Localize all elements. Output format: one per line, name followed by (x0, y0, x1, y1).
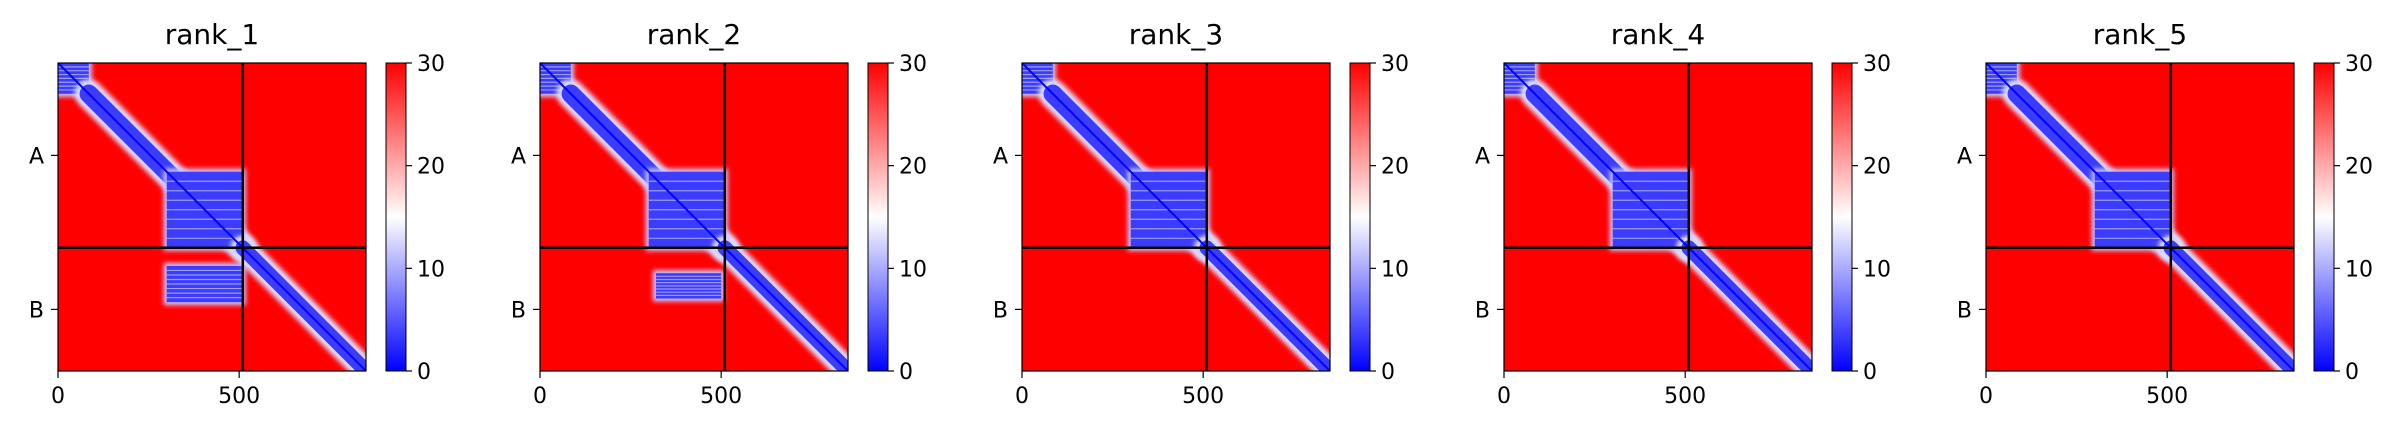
colorbar-tick-label: 30 (1863, 52, 1891, 77)
y-tick-label: A (1475, 144, 1490, 169)
colorbar-tick-label: 20 (899, 155, 927, 180)
colorbar (868, 63, 888, 371)
panel-rank_1: rank_1 0 500 A B 0 10 20 30 (29, 18, 445, 409)
colorbar (2314, 63, 2334, 371)
x-tick-label: 0 (533, 384, 547, 409)
colorbar-frame (2313, 62, 2335, 372)
colorbar-tick-label: 0 (1381, 360, 1395, 385)
y-tick-label: B (1957, 298, 1972, 323)
y-tick-label: A (1957, 144, 1972, 169)
colorbar-tick-label: 0 (2345, 360, 2359, 385)
y-tick-label: A (993, 144, 1008, 169)
colorbar-frame (1349, 62, 1371, 372)
x-tick-label: 500 (700, 384, 742, 409)
y-tick-label: A (29, 144, 44, 169)
panel-title: rank_4 (1611, 18, 1705, 51)
heatmap-cells (58, 63, 366, 371)
colorbar-tick-label: 30 (899, 52, 927, 77)
heatmap-cells (540, 63, 848, 371)
plot-frame (1985, 62, 2295, 372)
panel-rank_5: rank_5 0 500 A B 0 10 20 30 (1957, 18, 2373, 409)
colorbar-tick-label: 10 (417, 257, 445, 282)
x-tick-label: 500 (1664, 384, 1706, 409)
x-tick-label: 500 (1182, 384, 1224, 409)
colorbar-tick-label: 30 (417, 52, 445, 77)
panel-rank_2: rank_2 0 500 A B 0 10 20 30 (511, 18, 927, 409)
colorbar-frame (385, 62, 407, 372)
plot-frame (539, 62, 849, 372)
panel-title: rank_5 (2093, 18, 2187, 51)
heatmap-cells (1986, 63, 2294, 371)
y-tick-label: B (511, 298, 526, 323)
heatmap-cells (1504, 63, 1812, 371)
colorbar-tick-label: 10 (899, 257, 927, 282)
y-tick-label: B (1475, 298, 1490, 323)
colorbar-tick-label: 20 (2345, 155, 2373, 180)
colorbar (1832, 63, 1852, 371)
plot-frame (1503, 62, 1813, 372)
panel-title: rank_1 (165, 18, 259, 51)
heatmap-self-diagonal (1504, 63, 1812, 371)
colorbar-tick-label: 0 (899, 360, 913, 385)
colorbar-tick-label: 0 (1863, 360, 1877, 385)
plot-frame (1021, 62, 1331, 372)
panel-title: rank_3 (1129, 18, 1223, 51)
panel-rank_3: rank_3 0 500 A B 0 10 20 30 (993, 18, 1409, 409)
colorbar (386, 63, 406, 371)
y-tick-label: B (29, 298, 44, 323)
x-tick-label: 0 (1979, 384, 1993, 409)
colorbar-tick-label: 20 (1381, 155, 1409, 180)
heatmap-self-diagonal (58, 63, 366, 371)
x-tick-label: 0 (51, 384, 65, 409)
colorbar-tick-label: 30 (1381, 52, 1409, 77)
x-tick-label: 0 (1497, 384, 1511, 409)
colorbar-tick-label: 10 (2345, 257, 2373, 282)
panel-title: rank_2 (647, 18, 741, 51)
colorbar (1350, 63, 1370, 371)
x-tick-label: 500 (2146, 384, 2188, 409)
colorbar-tick-label: 0 (417, 360, 431, 385)
colorbar-tick-label: 30 (2345, 52, 2373, 77)
heatmap-self-diagonal (1022, 63, 1330, 371)
x-tick-label: 500 (218, 384, 260, 409)
x-tick-label: 0 (1015, 384, 1029, 409)
y-tick-label: B (993, 298, 1008, 323)
heatmap-self-diagonal (1986, 63, 2294, 371)
heatmap-self-diagonal (540, 63, 848, 371)
colorbar-tick-label: 10 (1863, 257, 1891, 282)
heatmap-cells (1022, 63, 1330, 371)
colorbar-tick-label: 10 (1381, 257, 1409, 282)
colorbar-tick-label: 20 (1863, 155, 1891, 180)
y-tick-label: A (511, 144, 526, 169)
colorbar-frame (867, 62, 889, 372)
colorbar-frame (1831, 62, 1853, 372)
colorbar-tick-label: 20 (417, 155, 445, 180)
plot-frame (57, 62, 367, 372)
panel-rank_4: rank_4 0 500 A B 0 10 20 30 (1475, 18, 1891, 409)
